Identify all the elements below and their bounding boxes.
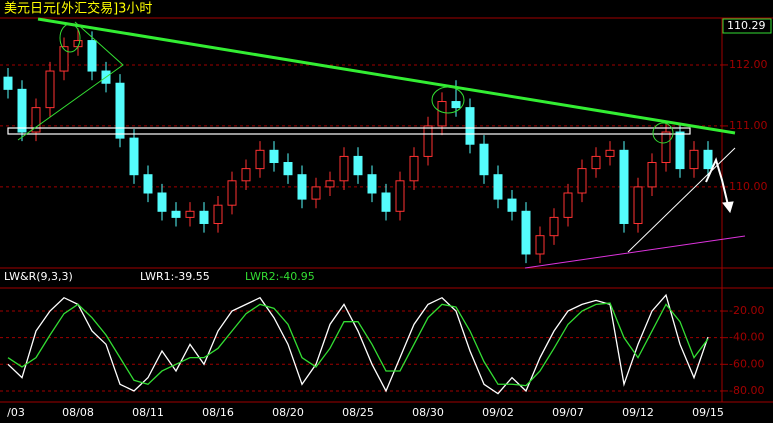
x-tick-label: 09/02 [482,406,514,419]
last-price: 110.29 [727,19,766,32]
y-tick-label: -40.00 [729,331,764,344]
candle-body [479,143,489,176]
x-tick-label: 09/12 [622,406,654,419]
indicator-line [7,302,709,387]
x-tick-label: 08/08 [62,406,94,419]
candle-body [633,186,643,224]
candle-body [577,168,587,194]
candle-body [157,192,167,212]
candle-body [185,210,195,218]
candle-body [689,149,699,170]
frame [0,17,773,403]
candle-body [311,186,321,200]
candle-body [381,192,391,212]
candle-body [605,149,615,157]
candle-body [521,210,531,255]
indicator-title: LW&R(9,3,3) [4,270,73,283]
candle-body [367,174,377,194]
candle-body [129,137,139,176]
candle-body [409,155,419,182]
candle-body [17,88,27,133]
x-tick-label: 08/20 [272,406,304,419]
candle-body [493,174,503,200]
x-tick-label: 08/30 [412,406,444,419]
candle-body [325,180,335,188]
x-tick-label: 08/16 [202,406,234,419]
candle-body [171,210,181,218]
last-price-box [722,18,772,34]
indicator-line [7,293,709,395]
x-tick-label: 09/07 [552,406,584,419]
x-tick-label: 09/15 [692,406,724,419]
candle-body [143,174,153,194]
candle-body [227,180,237,206]
candle-body [59,46,69,72]
candle-body [507,198,517,212]
candle-body [535,235,545,255]
candle-body [269,149,279,164]
candle-body [563,192,573,218]
candle-body [3,76,13,90]
candle-body [339,155,349,182]
candle-body [675,131,685,170]
candle-body [619,149,629,224]
drawings [7,17,746,269]
candle-body [255,149,265,170]
candle-body [297,174,307,200]
y-tick-label: 111.00 [729,119,768,132]
y-tick-label: 112.00 [729,58,768,71]
candle-body [283,162,293,176]
y-tick-label: 110.00 [729,180,768,193]
candle-body [241,168,251,182]
x-tick-label: 08/11 [132,406,164,419]
candle-body [451,101,461,109]
legend-entry: LWR1:-39.55 [140,270,210,283]
x-tick-label: /03 [7,406,25,419]
candle-body [87,40,97,72]
y-tick-label: -80.00 [729,384,764,397]
candle-body [395,180,405,212]
candle-body [213,204,223,224]
x-tick-label: 08/25 [342,406,374,419]
chart-title: 美元日元[外汇交易]3小时 [4,1,152,17]
candle-body [549,216,559,237]
legend-entry: LWR2:-40.95 [245,270,315,283]
candle-body [423,125,433,157]
candle-body [45,70,55,109]
candle-body [353,155,363,176]
candle-body [115,82,125,139]
candle-body [437,101,447,127]
candle-body [647,162,657,188]
candle-body [591,155,601,170]
candle-body [703,149,713,170]
y-tick-label: -60.00 [729,357,764,370]
y-tick-label: -20.00 [729,304,764,317]
candle-body [661,131,671,164]
candle-body [465,107,475,145]
candle-body [199,210,209,224]
candle-body [31,107,41,133]
